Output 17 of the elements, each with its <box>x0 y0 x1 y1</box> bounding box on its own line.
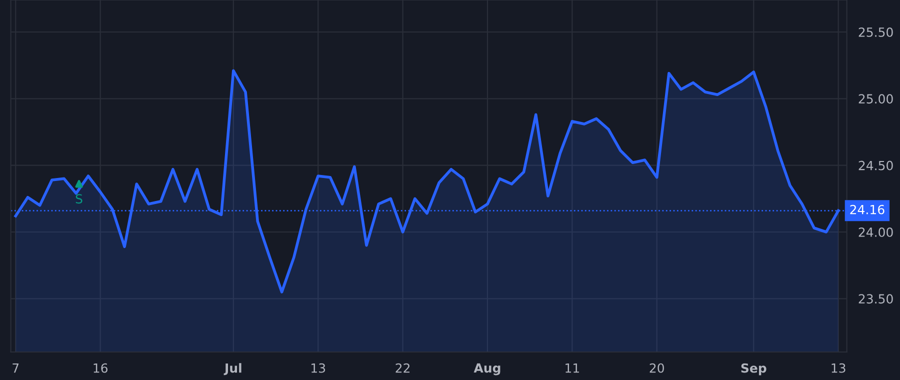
annotation: S <box>76 194 82 204</box>
y-tick-label: 23.50 <box>858 294 893 304</box>
y-tick-label: 24.50 <box>858 160 893 170</box>
y-tick-label: 25.00 <box>858 94 893 104</box>
x-tick-label: 7 <box>12 363 19 373</box>
x-tick-label: Aug <box>474 363 500 376</box>
x-tick-label: Jul <box>224 363 242 376</box>
x-tick-label: Sep <box>741 363 766 376</box>
x-tick-label: 22 <box>396 363 410 373</box>
x-tick-label: 16 <box>94 363 108 373</box>
y-tick-label: 25.50 <box>858 27 893 37</box>
x-tick-label: 13 <box>312 363 326 373</box>
x-tick-label: 13 <box>832 363 846 373</box>
x-tick-label: 20 <box>650 363 664 373</box>
x-tick-label: 11 <box>566 363 579 373</box>
y-tick-label: 24.00 <box>858 227 893 237</box>
ref-line-label: 24.16 <box>850 204 884 214</box>
